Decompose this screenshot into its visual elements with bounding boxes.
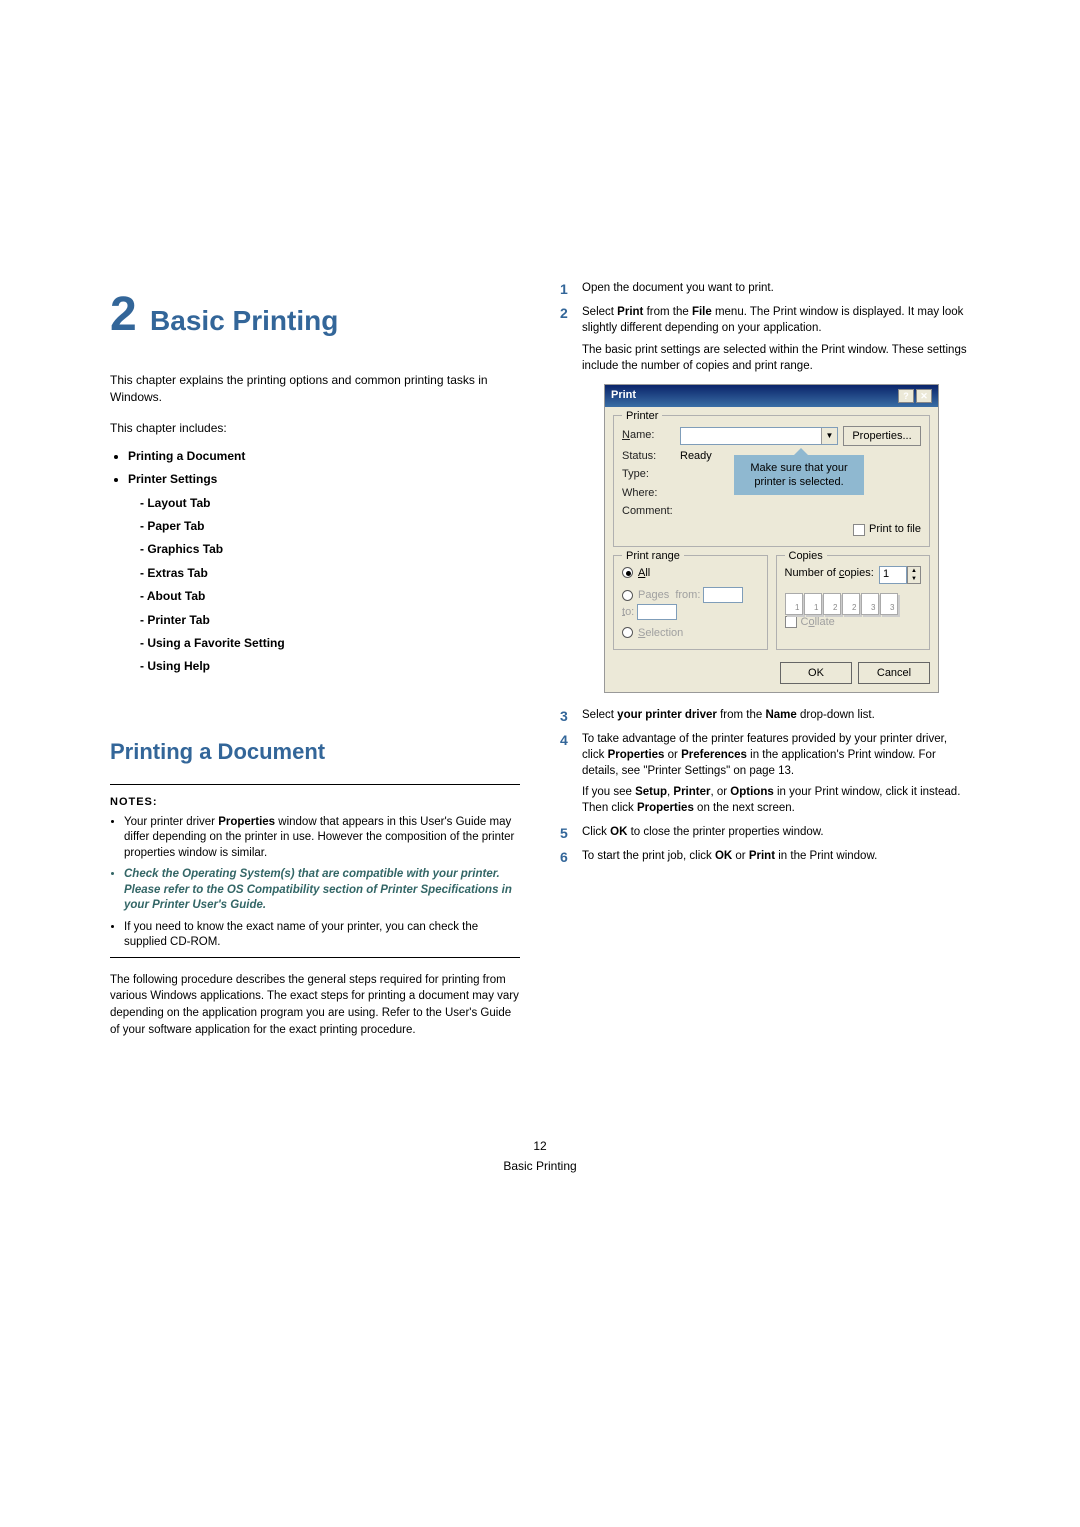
help-icon[interactable]: ? — [898, 389, 914, 403]
close-icon[interactable]: ✕ — [916, 389, 932, 403]
copies-spinner[interactable]: ▲▼ — [907, 566, 921, 584]
dialog-titlebar: Print ? ✕ — [605, 385, 938, 406]
step-number: 3 — [560, 707, 568, 727]
step-number: 5 — [560, 824, 568, 844]
note-item-compat: Check the Operating System(s) that are c… — [124, 867, 520, 914]
properties-button[interactable]: Properties... — [843, 426, 921, 446]
radio-icon — [622, 567, 633, 578]
procedure-intro: The following procedure describes the ge… — [110, 972, 520, 1039]
checkbox-icon — [853, 524, 865, 536]
step-number: 1 — [560, 280, 568, 300]
copies-input[interactable]: 1 — [879, 566, 907, 584]
divider — [110, 784, 520, 785]
step-5: 5 Click OK to close the printer properti… — [560, 824, 970, 840]
toc-item-printing-document[interactable]: Printing a Document — [128, 448, 520, 465]
radio-selection: Selection — [622, 626, 759, 641]
toc-sub-favorite[interactable]: Using a Favorite Setting — [140, 635, 520, 652]
chapter-number: 2 — [110, 280, 137, 350]
chapter-title: Basic Printing — [150, 301, 338, 342]
print-to-file[interactable]: Print to file — [622, 522, 921, 537]
intro-text: This chapter explains the printing optio… — [110, 372, 520, 407]
chevron-down-icon: ▼ — [821, 428, 837, 444]
to-input — [637, 604, 677, 620]
radio-icon — [622, 627, 633, 638]
step-2: 2 Select Print from the File menu. The P… — [560, 304, 970, 693]
step-1: 1 Open the document you want to print. — [560, 280, 970, 296]
toc-item-printer-settings[interactable]: Printer Settings Layout Tab Paper Tab Gr… — [128, 471, 520, 676]
range-legend: Print range — [622, 549, 684, 564]
printer-name-dropdown[interactable]: ▼ — [680, 427, 838, 445]
checkbox-icon — [785, 616, 797, 628]
note-item: Your printer driver Properties window th… — [124, 815, 520, 862]
radio-pages: Pages from: to: — [622, 587, 759, 620]
radio-all[interactable]: All — [622, 566, 759, 581]
toc-sub-graphics[interactable]: Graphics Tab — [140, 541, 520, 558]
cancel-button[interactable]: Cancel — [858, 662, 930, 684]
toc-sub-layout[interactable]: Layout Tab — [140, 495, 520, 512]
step-3: 3 Select your printer driver from the Na… — [560, 707, 970, 723]
copies-legend: Copies — [785, 549, 827, 564]
notes-label: NOTES: — [110, 795, 520, 811]
steps-list: 1 Open the document you want to print. 2… — [560, 280, 970, 864]
toc-sub-paper[interactable]: Paper Tab — [140, 518, 520, 535]
step-4: 4 To take advantage of the printer featu… — [560, 731, 970, 815]
toc-sub-printer[interactable]: Printer Tab — [140, 612, 520, 629]
toc-item-label: Printer Settings — [128, 472, 217, 486]
step-number: 4 — [560, 731, 568, 751]
where-label: Where: — [622, 486, 680, 501]
note-item: If you need to know the exact name of yo… — [124, 920, 520, 951]
toc-list: Printing a Document Printer Settings Lay… — [128, 448, 520, 676]
copies-groupbox: Copies Number of copies: 1 ▲▼ — [776, 555, 931, 650]
callout-bubble: Make sure that your printer is selected. — [734, 455, 864, 496]
step-6: 6 To start the print job, click OK or Pr… — [560, 848, 970, 864]
chapter-heading: 2 Basic Printing — [110, 280, 520, 350]
type-label: Type: — [622, 467, 680, 482]
right-column: 1 Open the document you want to print. 2… — [560, 280, 970, 1038]
printer-legend: Printer — [622, 409, 662, 424]
includes-label: This chapter includes: — [110, 420, 520, 437]
copies-label: Number of copies: — [785, 567, 874, 579]
status-value: Ready — [680, 449, 712, 464]
dialog-title: Print — [611, 388, 636, 403]
divider — [110, 957, 520, 958]
section-heading: Printing a Document — [110, 736, 520, 768]
notes-list: Your printer driver Properties window th… — [124, 815, 520, 951]
collate-icon — [785, 593, 898, 615]
comment-label: Comment: — [622, 504, 680, 519]
ok-button[interactable]: OK — [780, 662, 852, 684]
toc-sublist: Layout Tab Paper Tab Graphics Tab Extras… — [140, 495, 520, 676]
step-number: 2 — [560, 304, 568, 324]
toc-sub-extras[interactable]: Extras Tab — [140, 565, 520, 582]
name-label: Name: — [622, 428, 680, 443]
radio-icon — [622, 590, 633, 601]
step-number: 6 — [560, 848, 568, 868]
print-dialog: Print ? ✕ Printer Name: ▼ — [604, 384, 939, 693]
status-label: Status: — [622, 449, 680, 464]
from-input — [703, 587, 743, 603]
toc-sub-about[interactable]: About Tab — [140, 588, 520, 605]
toc-sub-help[interactable]: Using Help — [140, 658, 520, 675]
collate-checkbox: Collate — [785, 616, 835, 628]
left-column: 2 Basic Printing This chapter explains t… — [110, 280, 520, 1038]
printer-groupbox: Printer Name: ▼ Properties... Status:Rea… — [613, 415, 930, 547]
print-range-groupbox: Print range All Pages from: to: Selectio… — [613, 555, 768, 650]
page-footer: 12 Basic Printing — [0, 1138, 1080, 1175]
page-number: 12 — [0, 1138, 1080, 1155]
footer-title: Basic Printing — [0, 1158, 1080, 1175]
